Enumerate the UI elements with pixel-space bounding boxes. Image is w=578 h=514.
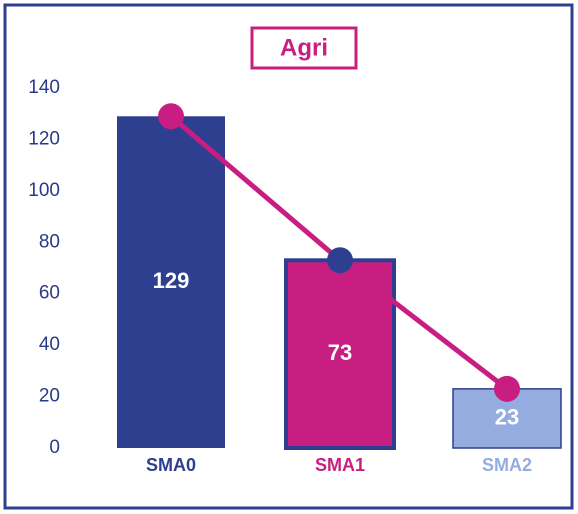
bar — [452, 388, 562, 449]
y-tick-label: 100 — [28, 180, 60, 201]
value-label: 129 — [153, 268, 190, 293]
y-tick-label: 80 — [39, 231, 60, 252]
y-tick-label: 20 — [39, 386, 60, 407]
x-tick-label: SMA1 — [315, 455, 365, 475]
line-marker — [494, 375, 520, 402]
y-tick-label: 60 — [39, 283, 60, 304]
value-label: 73 — [328, 340, 352, 365]
y-tick-label: 0 — [49, 437, 60, 458]
x-tick-label: SMA0 — [146, 455, 196, 475]
bar — [284, 258, 396, 450]
x-tick-label: SMA2 — [482, 455, 532, 475]
bar — [117, 116, 225, 449]
value-label: 23 — [495, 405, 519, 430]
title-box — [250, 26, 358, 70]
chart-title: Agri — [280, 34, 328, 61]
line-marker — [158, 103, 184, 130]
y-tick-label: 40 — [39, 334, 60, 355]
y-tick-label: 120 — [28, 128, 60, 149]
line-marker — [327, 247, 353, 274]
y-tick-label: 140 — [28, 77, 60, 98]
